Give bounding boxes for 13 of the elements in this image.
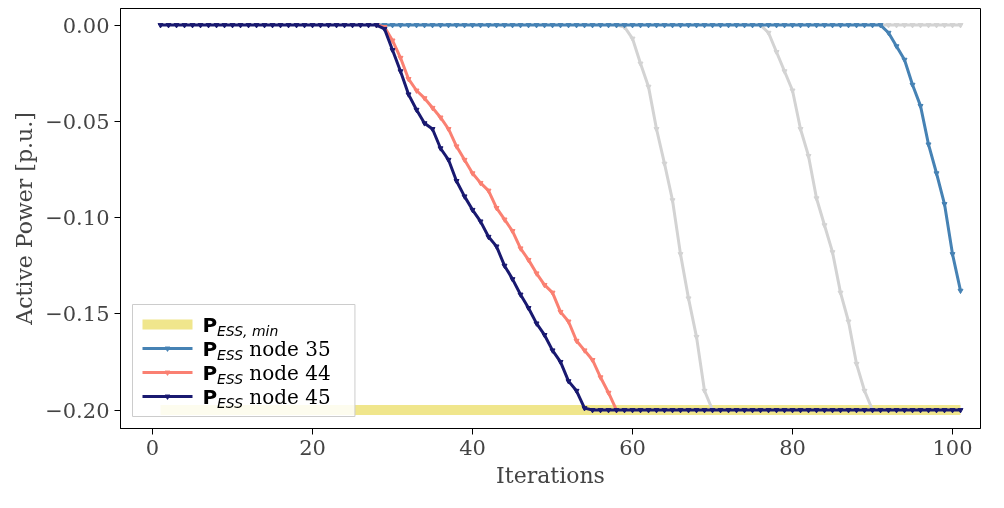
x-tick-label: 60	[619, 435, 646, 460]
y-tick-label: −0.05	[45, 109, 110, 134]
x-axis-title: Iterations	[496, 462, 605, 488]
x-tick-label: 0	[145, 435, 160, 460]
x-tick-label: 20	[299, 435, 326, 460]
x-tick-label: 80	[779, 435, 806, 460]
y-tick-label: −0.20	[45, 398, 110, 423]
y-tick-label: 0.00	[62, 13, 110, 38]
x-tick-label: 40	[459, 435, 486, 460]
y-tick-label: −0.10	[45, 206, 110, 231]
y-axis-title: Active Power [p.u.]	[12, 112, 38, 326]
y-tick-label: −0.15	[45, 302, 110, 327]
x-tick-label: 100	[932, 435, 973, 460]
